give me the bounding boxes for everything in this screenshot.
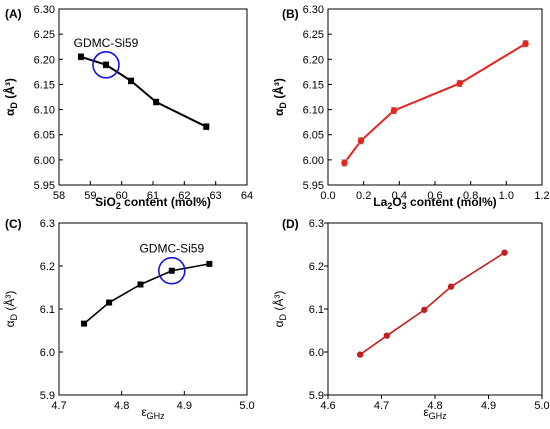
x-tick-label: 1.2 bbox=[534, 190, 549, 202]
data-point bbox=[77, 53, 84, 60]
x-tick-label: 0.6 bbox=[427, 190, 442, 202]
plot-frame bbox=[327, 222, 543, 396]
y-tick-label: 6.10 bbox=[303, 105, 324, 117]
y-tick-label: 6.20 bbox=[303, 54, 324, 66]
y-tick-label: 5.9 bbox=[309, 390, 324, 402]
data-point bbox=[206, 260, 213, 267]
data-point bbox=[341, 159, 348, 167]
y-tick-label: 6.1 bbox=[309, 304, 324, 316]
chart-panel-4: (D) 4.6 4.7 4.8 4.9 5.0 5.9 6.0 6.1 6.2 6.3 εGHz αD … bbox=[271, 217, 550, 421]
series-line bbox=[83, 263, 210, 325]
panel-label: (B) bbox=[282, 7, 299, 21]
data-point bbox=[81, 320, 88, 327]
panel-label: (C) bbox=[5, 217, 22, 231]
y-tick-label: 5.95 bbox=[34, 180, 55, 192]
y-tick-label: 6.1 bbox=[40, 304, 55, 316]
y-tick-label: 5.95 bbox=[303, 180, 324, 192]
y-axis-label: αD (Å³) bbox=[2, 78, 19, 116]
data-point bbox=[447, 283, 455, 290]
data-point bbox=[168, 267, 175, 274]
y-tick-label: 6.00 bbox=[303, 155, 324, 167]
x-tick-label: 4.9 bbox=[177, 400, 192, 412]
data-point bbox=[128, 77, 135, 84]
x-tick-label: 4.7 bbox=[374, 400, 389, 412]
data-point bbox=[383, 332, 391, 339]
data-point bbox=[421, 306, 428, 314]
y-tick-label: 6.25 bbox=[303, 29, 324, 41]
x-tick-label: 5.0 bbox=[534, 400, 549, 412]
chart-panel-1: (A) 58 59 60 61 62 63 64 5.95 6.00 6.05 6.10 6.15 6.2… bbox=[2, 4, 253, 211]
y-tick-label: 6.25 bbox=[34, 29, 55, 41]
data-point bbox=[390, 107, 398, 114]
data-point bbox=[137, 281, 144, 288]
x-tick-label: 60 bbox=[116, 190, 128, 202]
plot-frame bbox=[327, 8, 543, 186]
x-tick-label: 5.0 bbox=[239, 400, 254, 412]
series-line bbox=[343, 42, 527, 164]
y-tick-label: 6.0 bbox=[40, 347, 55, 359]
x-tick-label: 59 bbox=[84, 190, 96, 202]
data-point bbox=[501, 249, 508, 256]
chart-panel-3: (C) 4.7 4.8 4.9 5.0 5.9 6.0 6.1 6.2 6.3 εGHz αD (Å³… bbox=[2, 217, 255, 421]
y-tick-label: 5.9 bbox=[40, 390, 55, 402]
data-point bbox=[357, 137, 365, 144]
highlight-circle bbox=[92, 51, 120, 79]
highlight-circle bbox=[158, 256, 186, 285]
data-point bbox=[456, 80, 463, 87]
y-axis-label: αD (Å³) bbox=[2, 291, 19, 328]
x-tick-label: 61 bbox=[147, 190, 159, 202]
x-tick-label: 0.4 bbox=[392, 190, 407, 202]
y-tick-label: 6.05 bbox=[34, 130, 55, 142]
annotation-label: GDMC-Si59 bbox=[139, 242, 204, 256]
x-tick-label: 4.8 bbox=[427, 400, 442, 412]
x-tick-label: 64 bbox=[241, 190, 253, 202]
y-tick-label: 6.05 bbox=[303, 130, 324, 142]
x-tick-label: 62 bbox=[178, 190, 190, 202]
y-tick-label: 6.20 bbox=[34, 54, 55, 66]
panel-label: (D) bbox=[282, 217, 299, 231]
x-tick-label: 4.6 bbox=[320, 400, 335, 412]
y-tick-label: 6.30 bbox=[34, 4, 55, 16]
x-axis-label: εGHz bbox=[141, 405, 165, 421]
x-tick-label: 58 bbox=[53, 190, 65, 202]
data-point bbox=[106, 299, 113, 306]
x-tick-label: 63 bbox=[210, 190, 222, 202]
y-tick-label: 6.3 bbox=[309, 218, 324, 230]
data-point bbox=[522, 40, 529, 47]
series-line bbox=[359, 251, 505, 356]
data-point bbox=[356, 351, 364, 358]
x-tick-label: 0.8 bbox=[463, 190, 478, 202]
x-tick-label: 0.2 bbox=[356, 190, 371, 202]
x-tick-label: 0.0 bbox=[320, 190, 335, 202]
y-tick-label: 6.15 bbox=[34, 79, 55, 91]
y-axis-label: αD (Å³) bbox=[271, 291, 288, 328]
y-tick-label: 6.2 bbox=[309, 261, 324, 273]
panel-label: (A) bbox=[5, 7, 22, 21]
chart-panel-2: (B) 0.0 0.2 0.4 0.6 0.8 1.0 1.2 5.95 6.00 6.05 6.10… bbox=[271, 4, 550, 211]
y-tick-label: 6.0 bbox=[309, 347, 324, 359]
annotation-label: GDMC-Si59 bbox=[74, 36, 139, 50]
x-axis-label: SiO2 content (mol%) bbox=[95, 195, 211, 211]
y-tick-label: 6.30 bbox=[303, 4, 324, 16]
y-tick-label: 6.15 bbox=[303, 79, 324, 91]
x-tick-label: 1.0 bbox=[499, 190, 514, 202]
x-tick-label: 4.9 bbox=[481, 400, 496, 412]
y-axis-label: αD (Å³) bbox=[271, 78, 288, 116]
series-line bbox=[80, 55, 207, 128]
data-point bbox=[103, 61, 109, 68]
x-axis-label: La2O3 content (mol%) bbox=[373, 195, 496, 211]
y-tick-label: 6.3 bbox=[40, 218, 55, 230]
x-tick-label: 4.8 bbox=[114, 400, 129, 412]
data-point bbox=[153, 99, 160, 106]
y-tick-label: 6.2 bbox=[40, 261, 55, 273]
x-axis-label: εGHz bbox=[423, 405, 447, 421]
data-point bbox=[203, 123, 210, 130]
x-tick-label: 4.7 bbox=[51, 400, 66, 412]
y-tick-label: 6.10 bbox=[34, 105, 55, 117]
y-tick-label: 6.00 bbox=[34, 155, 55, 167]
